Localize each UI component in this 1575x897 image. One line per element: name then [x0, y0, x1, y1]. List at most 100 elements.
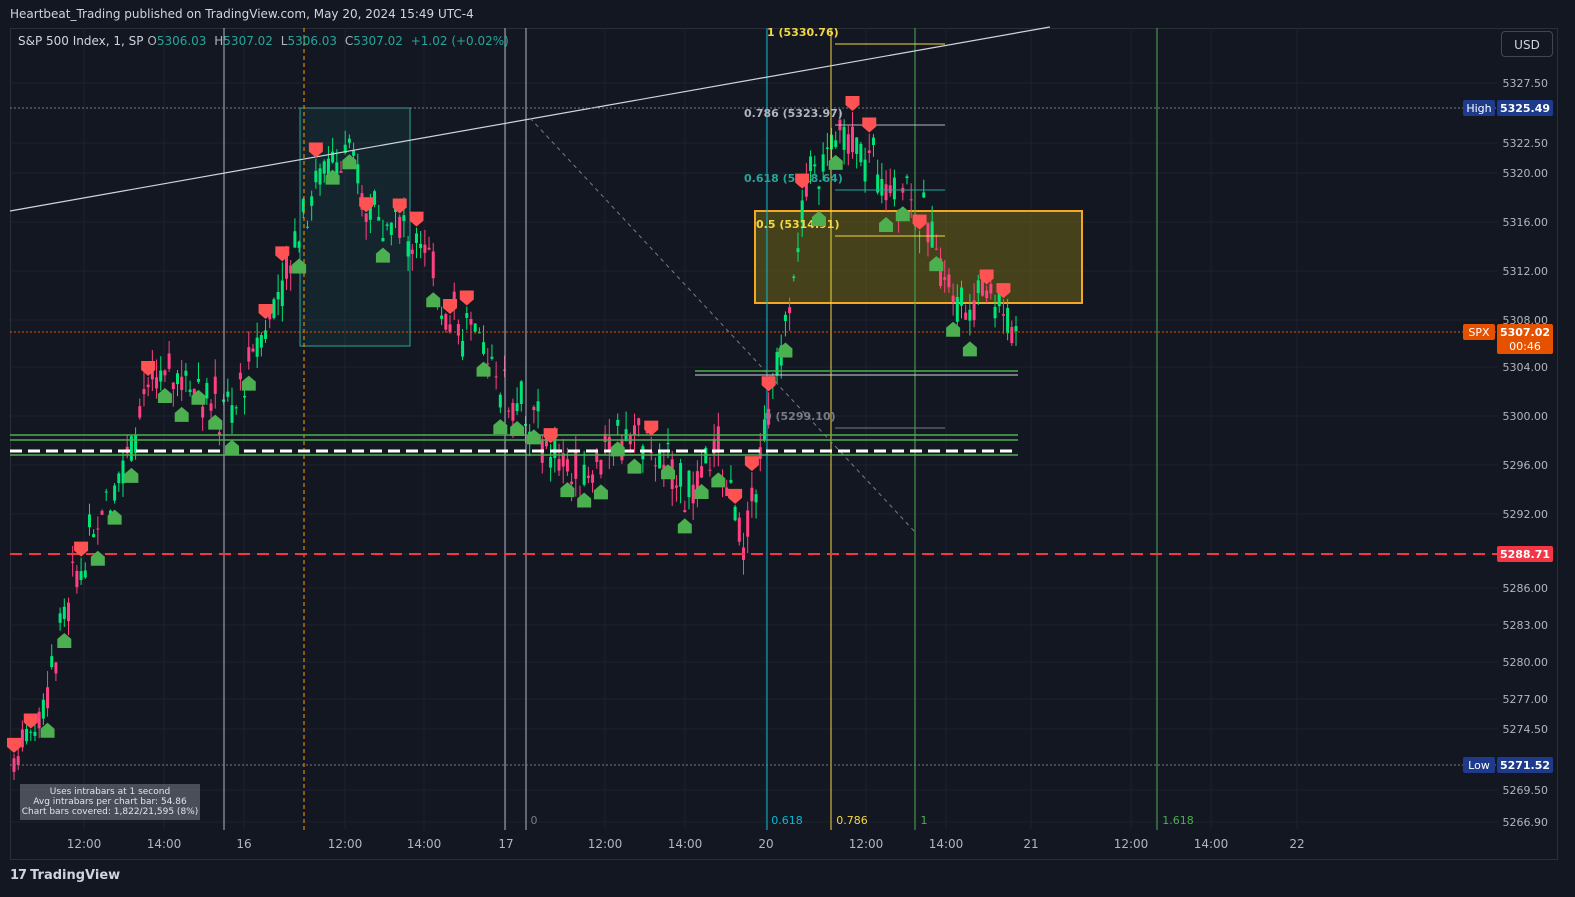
candle-body: [834, 140, 838, 147]
buy-marker-icon: [711, 472, 726, 488]
sell-marker-icon: [845, 96, 860, 112]
buy-marker-icon: [526, 429, 541, 445]
candle-body: [846, 134, 850, 154]
candle-body: [289, 265, 293, 274]
candle-body: [909, 199, 913, 201]
candle-body: [515, 403, 519, 412]
time-fib-label: 0.786: [836, 814, 868, 827]
time-fib-label: 0: [531, 814, 538, 827]
fib-level-label: 0 (5299.10): [764, 410, 836, 423]
candle-body: [431, 251, 435, 279]
sell-marker-icon: [795, 173, 810, 189]
candle-body: [855, 137, 859, 154]
candle-body: [180, 376, 184, 390]
candle-body: [46, 687, 50, 709]
candle-body: [398, 216, 402, 238]
low-label: L: [280, 34, 288, 48]
candle-body: [930, 221, 934, 248]
candle-body: [188, 389, 192, 392]
candle-body: [41, 699, 45, 719]
candle-body: [632, 425, 636, 436]
candle-body: [595, 452, 599, 462]
candle-body: [603, 433, 607, 443]
buy-marker-icon: [208, 414, 223, 430]
candle-body: [234, 407, 238, 409]
candle-body: [314, 170, 318, 183]
candle-body: [285, 251, 289, 279]
price-tick-label: 5296.00: [1503, 459, 1549, 472]
candle-body: [121, 460, 125, 484]
price-badge-value: 5288.71: [1500, 548, 1550, 561]
open-value: 5306.03: [156, 34, 207, 48]
price-tick-label: 5280.00: [1503, 656, 1549, 669]
symbol-legend: S&P 500 Index, 1, SP O5306.03 H5307.02 L…: [18, 34, 513, 48]
top-bar: Heartbeat_Trading published on TradingVi…: [0, 0, 1575, 28]
buy-marker-icon: [627, 458, 642, 474]
price-tick-label: 5322.50: [1503, 137, 1549, 150]
candle-body: [226, 391, 230, 397]
close-label: C: [344, 34, 354, 48]
candle-body: [955, 296, 959, 322]
candle-body: [544, 437, 548, 447]
candle-body: [326, 158, 330, 176]
price-badge: [1497, 546, 1553, 562]
buy-marker-icon: [191, 389, 206, 405]
candle-body: [419, 243, 423, 249]
candle-body: [750, 487, 754, 502]
candle-body: [976, 280, 980, 294]
candle-body: [251, 348, 255, 352]
time-tick-label: 14:00: [929, 837, 964, 851]
price-badge: [1497, 757, 1553, 773]
price-badge-tag: [1463, 100, 1495, 116]
chart-pane[interactable]: [10, 28, 1558, 860]
candle-body: [230, 405, 234, 423]
sell-marker-icon: [359, 197, 374, 213]
candle-body: [842, 126, 846, 150]
candle-body: [607, 436, 611, 453]
candle-body: [129, 436, 133, 461]
tradingview-brand[interactable]: 17 TradingView: [10, 868, 120, 883]
candle-body: [62, 606, 66, 619]
candle-body: [712, 438, 716, 454]
time-tick-label: 14:00: [1194, 837, 1229, 851]
candle-body: [582, 464, 586, 485]
candle-body: [591, 474, 595, 483]
candle-body: [104, 491, 108, 493]
candle-body: [997, 289, 1001, 307]
candle-body: [754, 494, 758, 503]
candle-body: [507, 410, 511, 412]
candle-body: [964, 312, 968, 320]
buy-marker-icon: [174, 406, 189, 422]
candle-body: [423, 244, 427, 253]
chart-zones: [299, 107, 1083, 347]
candle-body: [888, 185, 892, 194]
info-line-2: Avg intrabars per chart bar: 54.86: [33, 797, 187, 807]
candle-body: [335, 162, 339, 177]
candle-body: [737, 517, 741, 542]
currency-button[interactable]: USD: [1501, 31, 1553, 57]
time-fib-label: 1: [921, 814, 928, 827]
candle-body: [729, 479, 733, 483]
candle-body: [20, 729, 24, 748]
candle-body: [880, 178, 884, 196]
price-badge-value: 5325.49: [1500, 102, 1550, 115]
candle-body: [762, 419, 766, 440]
candle-body: [171, 382, 175, 390]
candle-body: [666, 443, 670, 445]
candle-body: [29, 731, 33, 733]
candle-body: [1010, 326, 1014, 344]
candle-body: [700, 466, 704, 478]
sell-marker-icon: [258, 303, 273, 319]
candle-body: [402, 215, 406, 221]
candle-body: [201, 406, 205, 418]
sell-marker-icon: [728, 488, 743, 504]
time-tick-label: 14:00: [668, 837, 703, 851]
candle-body: [159, 370, 163, 382]
candle-body: [683, 510, 687, 513]
candle-body: [247, 347, 251, 362]
candle-body: [243, 395, 247, 398]
candle-body: [71, 561, 75, 563]
fib-level-label: 1 (5330.76): [767, 26, 839, 39]
sell-marker-icon: [409, 211, 424, 227]
